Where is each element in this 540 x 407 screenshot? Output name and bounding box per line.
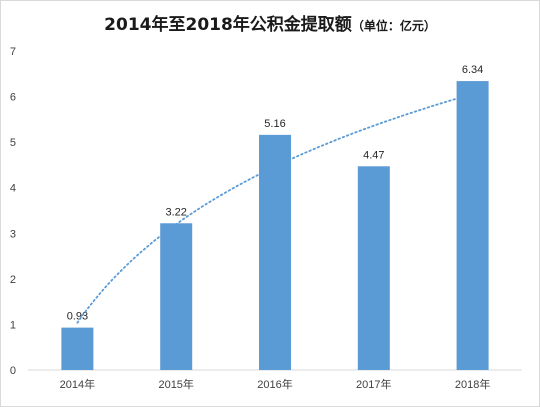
y-tick-label: 0 [10,365,16,377]
bar [456,81,489,370]
x-tick-label: 2015年 [158,377,193,391]
y-tick-label: 3 [10,228,16,240]
chart-title: 2014年至2018年公积金提取额（单位：亿元） [0,10,540,35]
x-tick-label: 2014年 [60,377,95,391]
bar [357,166,390,370]
y-tick-label: 4 [10,183,16,195]
y-tick-label: 1 [10,319,16,331]
data-label: 4.47 [363,149,384,161]
y-tick-label: 7 [10,46,16,58]
data-label: 3.22 [165,206,186,218]
bar [259,134,291,370]
bar [61,327,94,370]
data-label: 6.34 [462,64,483,76]
chart-title-main: 2014年至2018年公积金提取额 [104,15,352,35]
x-tick-label: 2018年 [455,377,490,391]
y-tick-label: 2 [10,274,16,286]
y-tick-label: 5 [10,137,16,149]
y-tick-label: 6 [10,92,16,104]
x-tick-label: 2017年 [356,377,391,391]
data-label: 5.16 [264,118,285,130]
trendline [76,93,474,324]
x-tick-label: 2016年 [257,377,292,391]
chart-title-unit: （单位：亿元） [351,19,436,33]
bar [160,223,193,370]
